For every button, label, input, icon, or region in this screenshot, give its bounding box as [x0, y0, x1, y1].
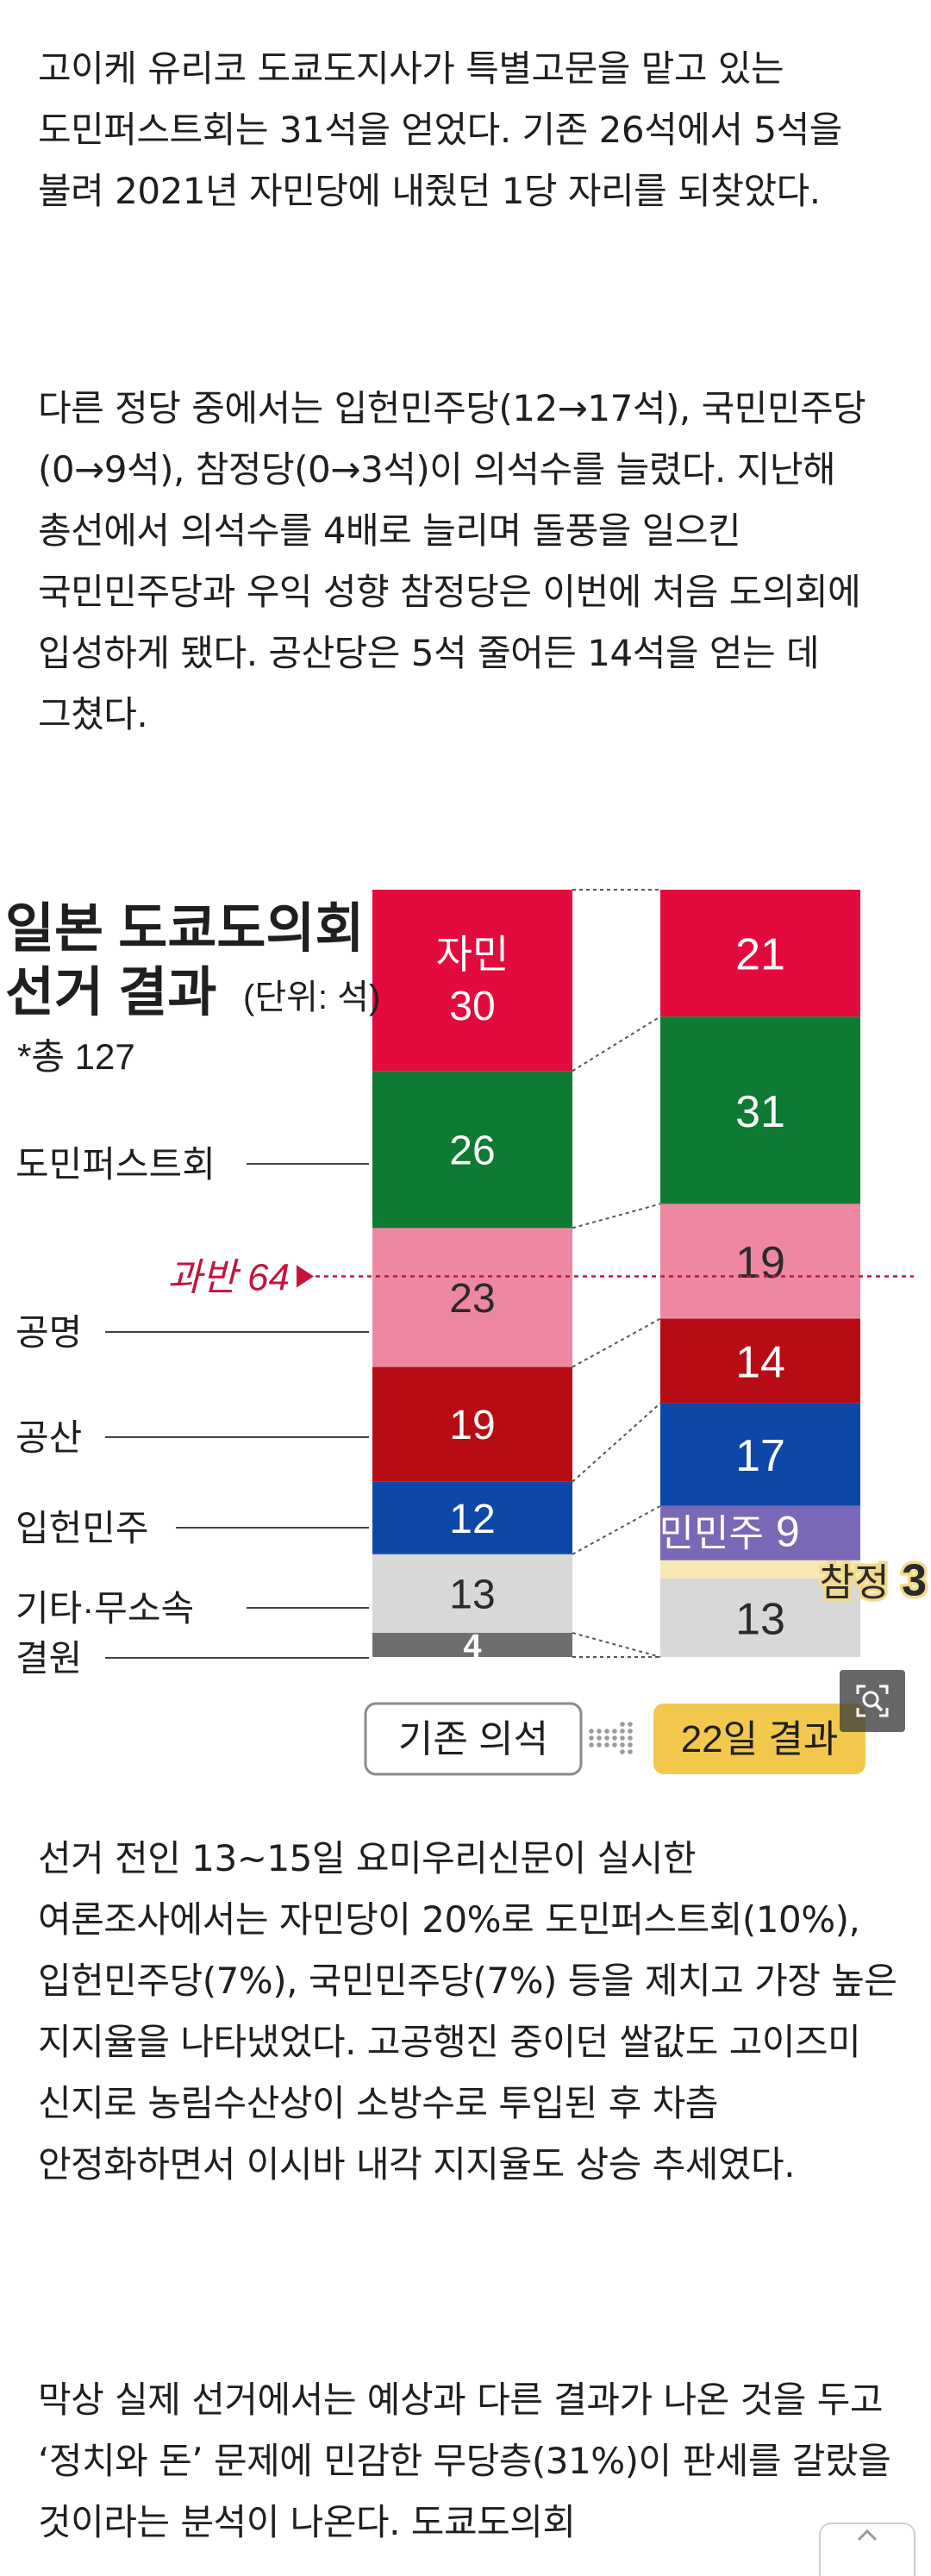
- before-bar-value-label-3: 19: [449, 1403, 495, 1448]
- left-label-5: 기타·무소속: [16, 1588, 194, 1629]
- connector-line-4: [572, 1504, 661, 1555]
- majority-arrow-icon: [297, 1265, 314, 1288]
- connector-line-5: [572, 1632, 661, 1658]
- connector-line-2: [572, 1317, 661, 1368]
- article-paragraph-4: 막상 실제 선거에서는 예상과 다른 결과가 나온 것을 두고 ‘정치와 돈’ …: [38, 2379, 891, 2543]
- chart-title-line2: 선거 결과: [5, 963, 216, 1022]
- left-label-3: 공산: [16, 1417, 82, 1458]
- legend-before-label: 기존 의석: [398, 1718, 548, 1760]
- legend-arrow-dot: [620, 1749, 625, 1754]
- legend-arrow-dot: [620, 1722, 625, 1727]
- before-bar-value-label-5: 13: [449, 1572, 495, 1617]
- legend-arrow-dot: [597, 1742, 602, 1748]
- legend-arrow-dot: [620, 1735, 625, 1741]
- after-bar-segment-6: [660, 1560, 860, 1579]
- after-bar-name-label-5: 국민민주 9: [624, 1507, 800, 1555]
- after-bar-segment-3: [660, 1318, 860, 1404]
- legend-arrow-dot: [628, 1742, 633, 1748]
- zoom-button[interactable]: [840, 1670, 905, 1732]
- legend-before-pill: [364, 1702, 583, 1776]
- after-bar-name-6: 참정: [820, 1561, 890, 1604]
- legend-arrow-dot: [597, 1729, 602, 1734]
- after-bar-segment-1: [660, 1016, 860, 1204]
- after-bar-segment-2: [660, 1204, 860, 1319]
- after-bar-value-label-3: 14: [735, 1338, 785, 1388]
- before-bar-value-label-6: 4: [463, 1629, 481, 1665]
- after-bar-name-5: 국민민주: [624, 1512, 764, 1554]
- after-bar-value-label-2: 19: [735, 1238, 785, 1288]
- left-label-4: 입헌민주: [16, 1508, 149, 1548]
- legend-arrow-dot: [604, 1735, 609, 1741]
- legend-arrow-dot: [620, 1742, 625, 1748]
- legend-arrow-dot: [589, 1729, 594, 1734]
- article-paragraph-3: 선거 전인 13~15일 요미우리신문이 실시한 여론조사에서는 자민당이 20…: [38, 1837, 897, 2185]
- before-bar-value-label-2: 23: [449, 1276, 495, 1322]
- after-bar-segment-4: [660, 1403, 860, 1506]
- legend-after-pill: [653, 1704, 865, 1774]
- legend-arrow-dot: [597, 1735, 602, 1741]
- chart-total-note: *총 127: [17, 1036, 135, 1077]
- after-bar-value-label-0: 21: [735, 930, 785, 980]
- before-bar-name-label-0: 자민: [436, 932, 509, 977]
- connector-line-0: [572, 1016, 661, 1072]
- after-bar-name-label-6: 참정 3: [820, 1555, 927, 1605]
- legend-after-label: 22일 결과: [681, 1718, 839, 1760]
- legend-arrow-dot: [612, 1742, 617, 1748]
- scroll-top-button[interactable]: [819, 2523, 915, 2576]
- article-paragraph-2: 다른 정당 중에서는 입헌민주당(12→17석), 국민민주당(0→9석), 참…: [38, 387, 866, 735]
- legend-arrow-dot: [589, 1742, 594, 1748]
- before-bar-value-label-0: 30: [449, 984, 495, 1029]
- after-bar-value-label-4: 17: [735, 1431, 785, 1481]
- legend-arrow-dot: [604, 1742, 609, 1748]
- connector-line-3: [572, 1402, 661, 1483]
- legend-arrow-dot: [628, 1749, 633, 1754]
- after-bar-value-label-7: 13: [735, 1594, 785, 1644]
- after-bar-value-6: 3: [890, 1555, 927, 1605]
- before-bar-segment-1: [372, 1071, 572, 1229]
- before-bar-value-label-1: 26: [449, 1128, 495, 1173]
- legend-arrow-dot: [628, 1729, 633, 1734]
- left-label-2: 공명: [16, 1312, 82, 1353]
- majority-label: 과반 64: [167, 1257, 290, 1299]
- legend-arrow-dot: [620, 1729, 625, 1734]
- legend-arrow-dot: [612, 1735, 617, 1741]
- before-bar-segment-4: [372, 1481, 572, 1554]
- after-bar-segment-0: [660, 890, 860, 1017]
- after-bar-value-5: 9: [764, 1507, 800, 1555]
- left-label-6: 결원: [16, 1638, 82, 1679]
- before-bar-segment-5: [372, 1554, 572, 1633]
- after-bar-value-label-1: 31: [735, 1087, 785, 1137]
- connector-line-1: [572, 1203, 661, 1229]
- before-bar-segment-0: [372, 890, 572, 1072]
- chart-unit: (단위: 석): [243, 979, 380, 1016]
- after-bar-segment-5: [660, 1505, 860, 1560]
- legend-arrow-dot: [612, 1729, 617, 1734]
- magnify-icon: [856, 1685, 889, 1717]
- legend-arrow-dot: [628, 1735, 633, 1741]
- after-bar-segment-7: [660, 1578, 860, 1657]
- left-label-1: 도민퍼스트회: [16, 1144, 216, 1185]
- before-bar-value-label-4: 12: [449, 1497, 495, 1542]
- before-bar-segment-2: [372, 1228, 572, 1367]
- chart-title-line1: 일본 도쿄도의회: [5, 899, 365, 959]
- arrow-up-icon: [857, 2529, 878, 2542]
- election-result-chart: 자민 30 26 23 19 12 13 4 21 31 19 14 17 국민민주 9 참정 3 13 과반 …: [5, 889, 930, 1776]
- article-paragraph-1: 고이케 유리코 도쿄도지사가 특별고문을 맡고 있는 도민퍼스트회는 31석을 …: [38, 47, 842, 212]
- legend-arrow-dot: [628, 1722, 633, 1727]
- before-bar-segment-3: [372, 1366, 572, 1482]
- legend-arrow-dot: [604, 1729, 609, 1734]
- legend-arrow-dot: [589, 1735, 594, 1741]
- before-bar-segment-6: [372, 1632, 572, 1657]
